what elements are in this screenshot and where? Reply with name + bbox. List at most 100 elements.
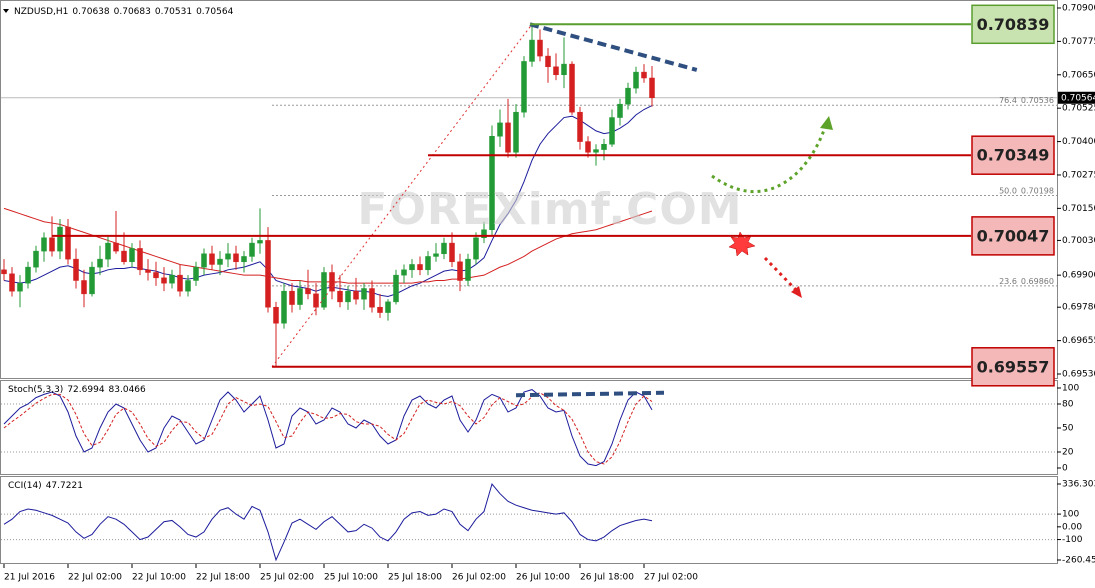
level-label: 0.70349 bbox=[977, 146, 1050, 165]
candle-body bbox=[449, 242, 455, 263]
cci-pane bbox=[0, 476, 1058, 564]
header-open: 0.70638 bbox=[72, 7, 109, 17]
level-box bbox=[971, 216, 1055, 256]
candle-body bbox=[289, 290, 295, 305]
candle-body bbox=[313, 293, 319, 308]
candle-body bbox=[305, 288, 311, 295]
indicator-name: Stoch(5,3,3) bbox=[8, 385, 63, 395]
indicator-header: Stoch(5,3,3) 72.6994 83.0466 bbox=[8, 385, 146, 395]
candle-body bbox=[601, 143, 607, 150]
candle-body bbox=[249, 242, 255, 257]
candle-body bbox=[265, 240, 271, 308]
candle-body bbox=[425, 256, 431, 271]
candle-body bbox=[201, 253, 207, 268]
candle-body bbox=[513, 111, 519, 153]
trendline bbox=[529, 22, 698, 72]
level-label: 0.69557 bbox=[977, 357, 1050, 376]
candle-body bbox=[65, 226, 71, 260]
pane-content bbox=[1, 389, 1057, 467]
candle-body bbox=[465, 258, 471, 281]
candle-body bbox=[137, 248, 143, 271]
menu-icon bbox=[3, 9, 9, 13]
candle-body bbox=[481, 229, 487, 239]
candle-body bbox=[345, 290, 351, 303]
fib-label: 50.0 0.70198 bbox=[999, 186, 1054, 195]
indicator-line bbox=[3, 389, 653, 467]
level-label: 0.70047 bbox=[977, 226, 1050, 245]
candle-body bbox=[105, 242, 111, 260]
indicator-header: CCI(14) 47.7221 bbox=[8, 481, 83, 491]
y-tick-label: 0.69530 bbox=[1062, 370, 1095, 380]
level-box bbox=[971, 135, 1055, 175]
y-tick-label: 50 bbox=[1062, 424, 1074, 434]
y-tick-label: 100 bbox=[1062, 384, 1079, 394]
y-tick-label: 0.70275 bbox=[1062, 170, 1095, 180]
candle-body bbox=[617, 103, 623, 118]
candle-body bbox=[401, 269, 407, 276]
candle-body bbox=[49, 237, 55, 252]
y-tick-label: 0.70775 bbox=[1062, 37, 1095, 47]
main-pane bbox=[0, 0, 1058, 379]
candle-body bbox=[577, 111, 583, 142]
candle-body bbox=[473, 237, 479, 260]
candle-body bbox=[585, 141, 591, 153]
bullish-arrowhead bbox=[820, 116, 833, 130]
candle-body bbox=[545, 55, 551, 68]
x-tick-label: 26 Jul 18:00 bbox=[580, 573, 634, 583]
y-tick-label: 100 bbox=[1062, 510, 1079, 520]
y-tick-label: -100 bbox=[1062, 535, 1083, 545]
y-tick-label: 0 bbox=[1062, 464, 1068, 474]
candle-body bbox=[41, 237, 47, 252]
candle-body bbox=[161, 277, 167, 284]
chart-header: NZDUSD,H1 0.70638 0.70683 0.70531 0.70564 bbox=[14, 7, 234, 17]
watermark: FOREXimf.COM bbox=[357, 184, 742, 235]
fib-price: 0.69860 bbox=[1021, 276, 1054, 285]
bullish-arrow bbox=[711, 123, 828, 194]
candle-body bbox=[185, 280, 191, 292]
candle-body bbox=[369, 288, 375, 308]
candle-body bbox=[81, 280, 87, 295]
candle-body bbox=[297, 288, 303, 305]
breakout-icon bbox=[728, 231, 756, 257]
fib-percent: 23.6 bbox=[999, 276, 1017, 285]
indicator-line bbox=[3, 392, 653, 465]
candle-body bbox=[321, 272, 327, 308]
indicator-name: CCI(14) bbox=[8, 481, 42, 491]
bearish-arrow bbox=[763, 256, 798, 292]
level-box bbox=[971, 4, 1055, 45]
candle-body bbox=[625, 87, 631, 105]
candle-body bbox=[17, 282, 23, 292]
x-tick-label: 25 Jul 10:00 bbox=[324, 573, 378, 583]
bearish-arrowhead bbox=[791, 286, 802, 298]
pane-content bbox=[1, 482, 1057, 562]
candle-body bbox=[25, 266, 31, 284]
header-low: 0.70531 bbox=[155, 7, 192, 17]
candle-body bbox=[113, 242, 119, 252]
price-tag bbox=[1058, 91, 1095, 104]
y-tick-label: 80 bbox=[1062, 400, 1074, 410]
candle-body bbox=[129, 248, 135, 263]
fib-price: 0.70536 bbox=[1021, 96, 1054, 105]
x-tick-label: 21 Jul 2016 bbox=[4, 573, 55, 583]
candle-body bbox=[217, 258, 223, 265]
candle-body bbox=[97, 258, 103, 268]
candle-body bbox=[121, 250, 127, 263]
y-tick-label: -260.459 bbox=[1062, 556, 1095, 566]
candle-body bbox=[505, 122, 511, 153]
x-tick-label: 26 Jul 10:00 bbox=[516, 573, 570, 583]
indicator-value: 72.6994 bbox=[67, 385, 104, 395]
x-tick-label: 22 Jul 10:00 bbox=[132, 573, 186, 583]
candle-body bbox=[153, 272, 159, 279]
candle-body bbox=[89, 266, 95, 295]
candle-body bbox=[361, 288, 367, 300]
candle-body bbox=[169, 274, 175, 284]
candle-body bbox=[209, 253, 215, 265]
candle-body bbox=[281, 290, 287, 324]
x-tick-label: 25 Jul 18:00 bbox=[388, 573, 442, 583]
x-tick-label: 25 Jul 02:00 bbox=[260, 573, 314, 583]
candle-body bbox=[553, 66, 559, 76]
